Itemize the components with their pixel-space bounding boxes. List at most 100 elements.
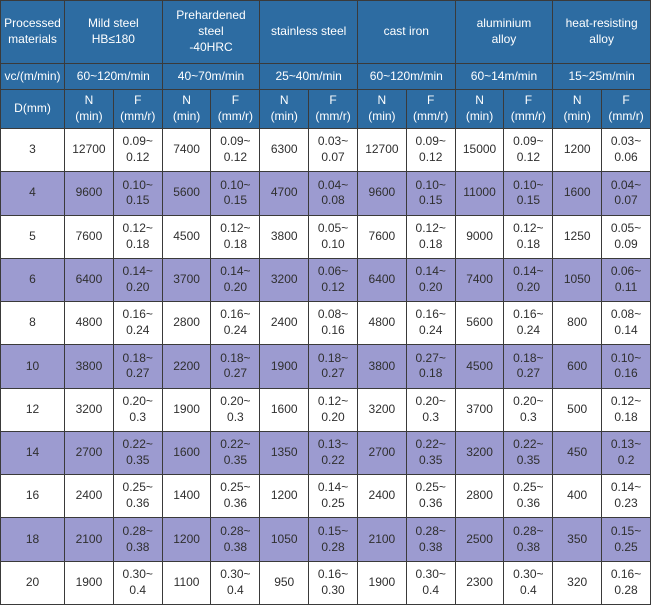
n-value-cell-3: 3800 (356, 344, 407, 389)
n-value-cell-1: 1200 (161, 517, 212, 562)
n-value-cell-5: 500 (552, 387, 603, 432)
f-value-cell-5: 0.04~ 0.07 (601, 171, 651, 216)
data-row-d8: 8 4800 0.16~ 0.24 2800 0.16~ 0.24 2400 0.08~ 0… (0, 301, 651, 346)
f-value-cell-1: 0.22~ 0.35 (210, 430, 261, 476)
f-value-cell-4: 0.18~ 0.27 (503, 344, 554, 389)
n-value-cell-2: 1900 (259, 344, 310, 389)
n-value-cell-0: 7600 (64, 214, 114, 259)
n-value-cell-3: 1900 (356, 560, 407, 605)
n-value-cell-5: 350 (552, 517, 603, 562)
n-value-cell-3: 2700 (356, 430, 407, 476)
f-value-cell-4: 0.12~ 0.18 (503, 214, 554, 259)
n-value-cell-4: 2800 (454, 474, 505, 519)
n-value-cell-5: 600 (552, 344, 603, 389)
data-row-d18: 18 2100 0.28~ 0.38 1200 0.28~ 0.38 1050 0.15~ … (0, 517, 651, 562)
f-value-cell-1: 0.20~ 0.3 (210, 387, 261, 432)
material-header-4: aluminium alloy (454, 0, 554, 64)
f-value-cell-2: 0.03~ 0.07 (308, 127, 358, 173)
n-value-cell-2: 3800 (259, 214, 310, 259)
n-value-cell-5: 400 (552, 474, 603, 519)
f-value-cell-0: 0.28~ 0.38 (112, 517, 163, 562)
n-value-cell-2: 1600 (259, 387, 310, 432)
n-subheader-4: N (min) (454, 89, 505, 129)
f-value-cell-4: 0.28~ 0.38 (503, 517, 554, 562)
data-row-d12: 12 3200 0.20~ 0.3 1900 0.20~ 0.3 1600 0.12~ 0.… (0, 387, 651, 432)
f-value-cell-3: 0.22~ 0.35 (405, 430, 456, 476)
f-value-cell-4: 0.16~ 0.24 (503, 301, 554, 346)
diameter-cell: 3 (0, 127, 65, 173)
n-value-cell-0: 2700 (64, 430, 114, 476)
f-subheader-1: F (mm/r) (210, 89, 261, 129)
f-value-cell-1: 0.14~ 0.20 (210, 257, 261, 303)
f-value-cell-0: 0.18~ 0.27 (112, 344, 163, 389)
data-row-d14: 14 2700 0.22~ 0.35 1600 0.22~ 0.35 1350 0.13~ … (0, 430, 651, 476)
cutting-speed-label: vc/(m/min) (0, 63, 65, 90)
n-value-cell-4: 11000 (454, 171, 505, 216)
f-value-cell-4: 0.22~ 0.35 (503, 430, 554, 476)
n-value-cell-0: 2100 (64, 517, 114, 562)
n-value-cell-4: 3200 (454, 430, 505, 476)
n-value-cell-2: 6300 (259, 127, 310, 173)
table-header: Processed materials Mild steel HB≤180 Pre… (0, 0, 651, 129)
f-value-cell-1: 0.12~ 0.18 (210, 214, 261, 259)
f-value-cell-5: 0.15~ 0.25 (601, 517, 651, 562)
n-value-cell-0: 1900 (64, 560, 114, 605)
diameter-label: D(mm) (0, 89, 65, 129)
n-value-cell-0: 12700 (64, 127, 114, 173)
f-value-cell-3: 0.10~ 0.15 (405, 171, 456, 216)
n-value-cell-0: 3800 (64, 344, 114, 389)
n-value-cell-3: 3200 (356, 387, 407, 432)
f-value-cell-3: 0.12~ 0.18 (405, 214, 456, 259)
processed-materials-header: Processed materials (0, 0, 65, 64)
speed-range-5: 15~25m/min (552, 63, 651, 90)
f-value-cell-0: 0.10~ 0.15 (112, 171, 163, 216)
n-value-cell-1: 3700 (161, 257, 212, 303)
f-subheader-0: F (mm/r) (112, 89, 163, 129)
n-value-cell-5: 1250 (552, 214, 603, 259)
f-value-cell-3: 0.25~ 0.36 (405, 474, 456, 519)
speed-range-0: 60~120m/min (64, 63, 163, 90)
diameter-cell: 16 (0, 474, 65, 519)
n-value-cell-1: 5600 (161, 171, 212, 216)
speed-range-4: 60~14m/min (454, 63, 554, 90)
f-value-cell-0: 0.22~ 0.35 (112, 430, 163, 476)
f-value-cell-5: 0.06~ 0.11 (601, 257, 651, 303)
n-value-cell-2: 1350 (259, 430, 310, 476)
f-value-cell-1: 0.18~ 0.27 (210, 344, 261, 389)
f-value-cell-2: 0.15~ 0.28 (308, 517, 358, 562)
f-value-cell-1: 0.16~ 0.24 (210, 301, 261, 346)
diameter-cell: 14 (0, 430, 65, 476)
f-value-cell-5: 0.03~ 0.06 (601, 127, 651, 173)
table-body: 3 12700 0.09~ 0.12 7400 0.09~ 0.12 6300 0.03~ … (0, 127, 651, 605)
material-header-5: heat-resisting alloy (552, 0, 651, 64)
n-value-cell-4: 3700 (454, 387, 505, 432)
f-value-cell-3: 0.20~ 0.3 (405, 387, 456, 432)
diameter-cell: 6 (0, 257, 65, 303)
f-value-cell-2: 0.12~ 0.20 (308, 387, 358, 432)
f-value-cell-1: 0.30~ 0.4 (210, 560, 261, 605)
data-row-d16: 16 2400 0.25~ 0.36 1400 0.25~ 0.36 1200 0.14~ … (0, 474, 651, 519)
n-value-cell-2: 1200 (259, 474, 310, 519)
n-value-cell-5: 800 (552, 301, 603, 346)
f-value-cell-3: 0.27~ 0.18 (405, 344, 456, 389)
n-value-cell-1: 2800 (161, 301, 212, 346)
f-value-cell-4: 0.09~ 0.12 (503, 127, 554, 173)
f-subheader-5: F (mm/r) (601, 89, 651, 129)
material-header-0: Mild steel HB≤180 (64, 0, 163, 64)
n-value-cell-4: 2500 (454, 517, 505, 562)
diameter-cell: 18 (0, 517, 65, 562)
speed-range-3: 60~120m/min (356, 63, 456, 90)
f-value-cell-2: 0.14~ 0.25 (308, 474, 358, 519)
n-value-cell-5: 320 (552, 560, 603, 605)
data-row-d3: 3 12700 0.09~ 0.12 7400 0.09~ 0.12 6300 0.03~ … (0, 127, 651, 173)
data-row-d20: 20 1900 0.30~ 0.4 1100 0.30~ 0.4 950 0.16~ 0.3… (0, 560, 651, 605)
n-value-cell-0: 9600 (64, 171, 114, 216)
diameter-cell: 10 (0, 344, 65, 389)
f-value-cell-2: 0.05~ 0.10 (308, 214, 358, 259)
data-row-d4: 4 9600 0.10~ 0.15 5600 0.10~ 0.15 4700 0.04~ 0… (0, 171, 651, 216)
f-value-cell-2: 0.06~ 0.12 (308, 257, 358, 303)
n-value-cell-5: 1050 (552, 257, 603, 303)
n-value-cell-4: 9000 (454, 214, 505, 259)
n-value-cell-5: 1200 (552, 127, 603, 173)
